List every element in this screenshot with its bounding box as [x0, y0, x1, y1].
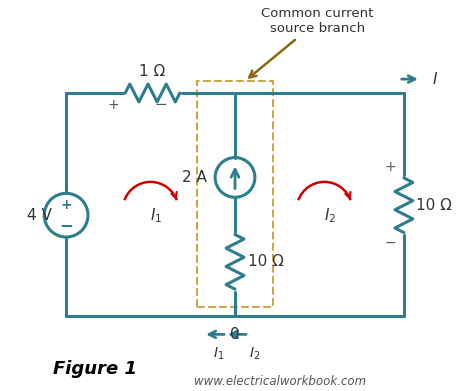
Text: $I_2$: $I_2$: [324, 206, 337, 225]
Text: +: +: [60, 198, 72, 212]
Text: 1 Ω: 1 Ω: [139, 64, 166, 79]
Text: 2 A: 2 A: [182, 170, 207, 185]
Text: −: −: [59, 216, 73, 234]
Bar: [197, 81, 273, 307]
Text: +: +: [107, 98, 118, 112]
Text: −: −: [154, 97, 167, 112]
Text: −: −: [384, 236, 396, 250]
Text: 0: 0: [230, 327, 240, 342]
Text: www.electricalworkbook.com: www.electricalworkbook.com: [194, 375, 366, 387]
Text: 4 V: 4 V: [27, 208, 52, 222]
Text: 10 Ω: 10 Ω: [248, 255, 284, 269]
Text: +: +: [384, 160, 396, 174]
Text: Figure 1: Figure 1: [53, 360, 137, 378]
Text: Common current
source branch: Common current source branch: [249, 7, 374, 77]
Text: $I_1$: $I_1$: [150, 206, 163, 225]
Text: 10 Ω: 10 Ω: [416, 198, 452, 213]
Text: $I_2$: $I_2$: [249, 345, 261, 362]
Text: $I$: $I$: [432, 71, 438, 87]
Text: $I_1$: $I_1$: [213, 345, 225, 362]
